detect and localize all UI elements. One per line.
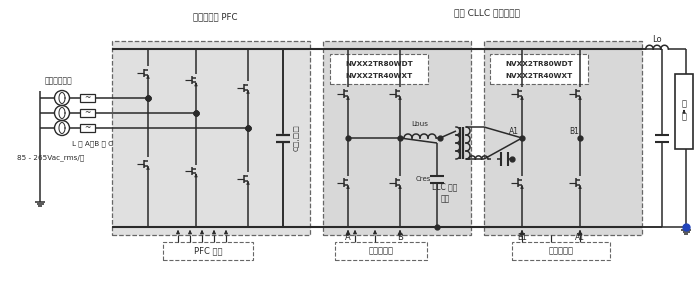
- Bar: [80, 109, 95, 117]
- Text: Cres: Cres: [416, 176, 431, 182]
- Text: A1: A1: [575, 232, 585, 242]
- Text: B1: B1: [517, 232, 527, 242]
- Text: LLC 谐振: LLC 谐振: [432, 182, 458, 192]
- Text: ~: ~: [84, 94, 90, 103]
- Bar: [512, 242, 610, 260]
- Text: 升压型三相 PFC: 升压型三相 PFC: [193, 12, 237, 21]
- Text: Lbus: Lbus: [411, 121, 429, 127]
- Text: B1: B1: [569, 127, 579, 136]
- Text: A: A: [345, 232, 351, 242]
- Bar: [490, 54, 588, 84]
- Text: A1: A1: [509, 127, 519, 136]
- Text: NVXX2TR80WDT: NVXX2TR80WDT: [345, 61, 413, 67]
- Text: NVXX2TR80WDT: NVXX2TR80WDT: [505, 61, 573, 67]
- Text: 三相交流输入: 三相交流输入: [45, 77, 73, 86]
- Bar: [112, 41, 310, 235]
- Text: NVXX2TR40WXT: NVXX2TR40WXT: [345, 73, 413, 79]
- Text: 次级侧门控: 次级侧门控: [548, 247, 573, 255]
- Text: NVXX2TR40WXT: NVXX2TR40WXT: [505, 73, 573, 79]
- Text: C□,□□: C□,□□: [294, 125, 300, 151]
- Text: 电: 电: [682, 99, 687, 108]
- Bar: [335, 242, 427, 260]
- Bar: [675, 74, 693, 149]
- Bar: [323, 41, 471, 235]
- Bar: [80, 124, 95, 132]
- Text: 池: 池: [682, 112, 687, 121]
- Text: ~: ~: [84, 108, 90, 118]
- Text: 初级侧门控: 初级侧门控: [368, 247, 393, 255]
- Bar: [80, 94, 95, 102]
- Text: L 相 A、B 和 C: L 相 A、B 和 C: [72, 141, 113, 147]
- Text: B: B: [397, 232, 403, 242]
- Text: PFC 控制: PFC 控制: [194, 247, 222, 255]
- Text: 双向 CLLC 全桥转换器: 双向 CLLC 全桥转换器: [454, 8, 520, 18]
- Text: 85 - 265Vac_rms/相: 85 - 265Vac_rms/相: [17, 155, 84, 161]
- Text: Lo: Lo: [652, 34, 662, 44]
- Bar: [330, 54, 428, 84]
- Text: 电路: 电路: [441, 194, 450, 203]
- Bar: [484, 41, 642, 235]
- Text: ~: ~: [84, 123, 90, 132]
- Bar: [163, 242, 253, 260]
